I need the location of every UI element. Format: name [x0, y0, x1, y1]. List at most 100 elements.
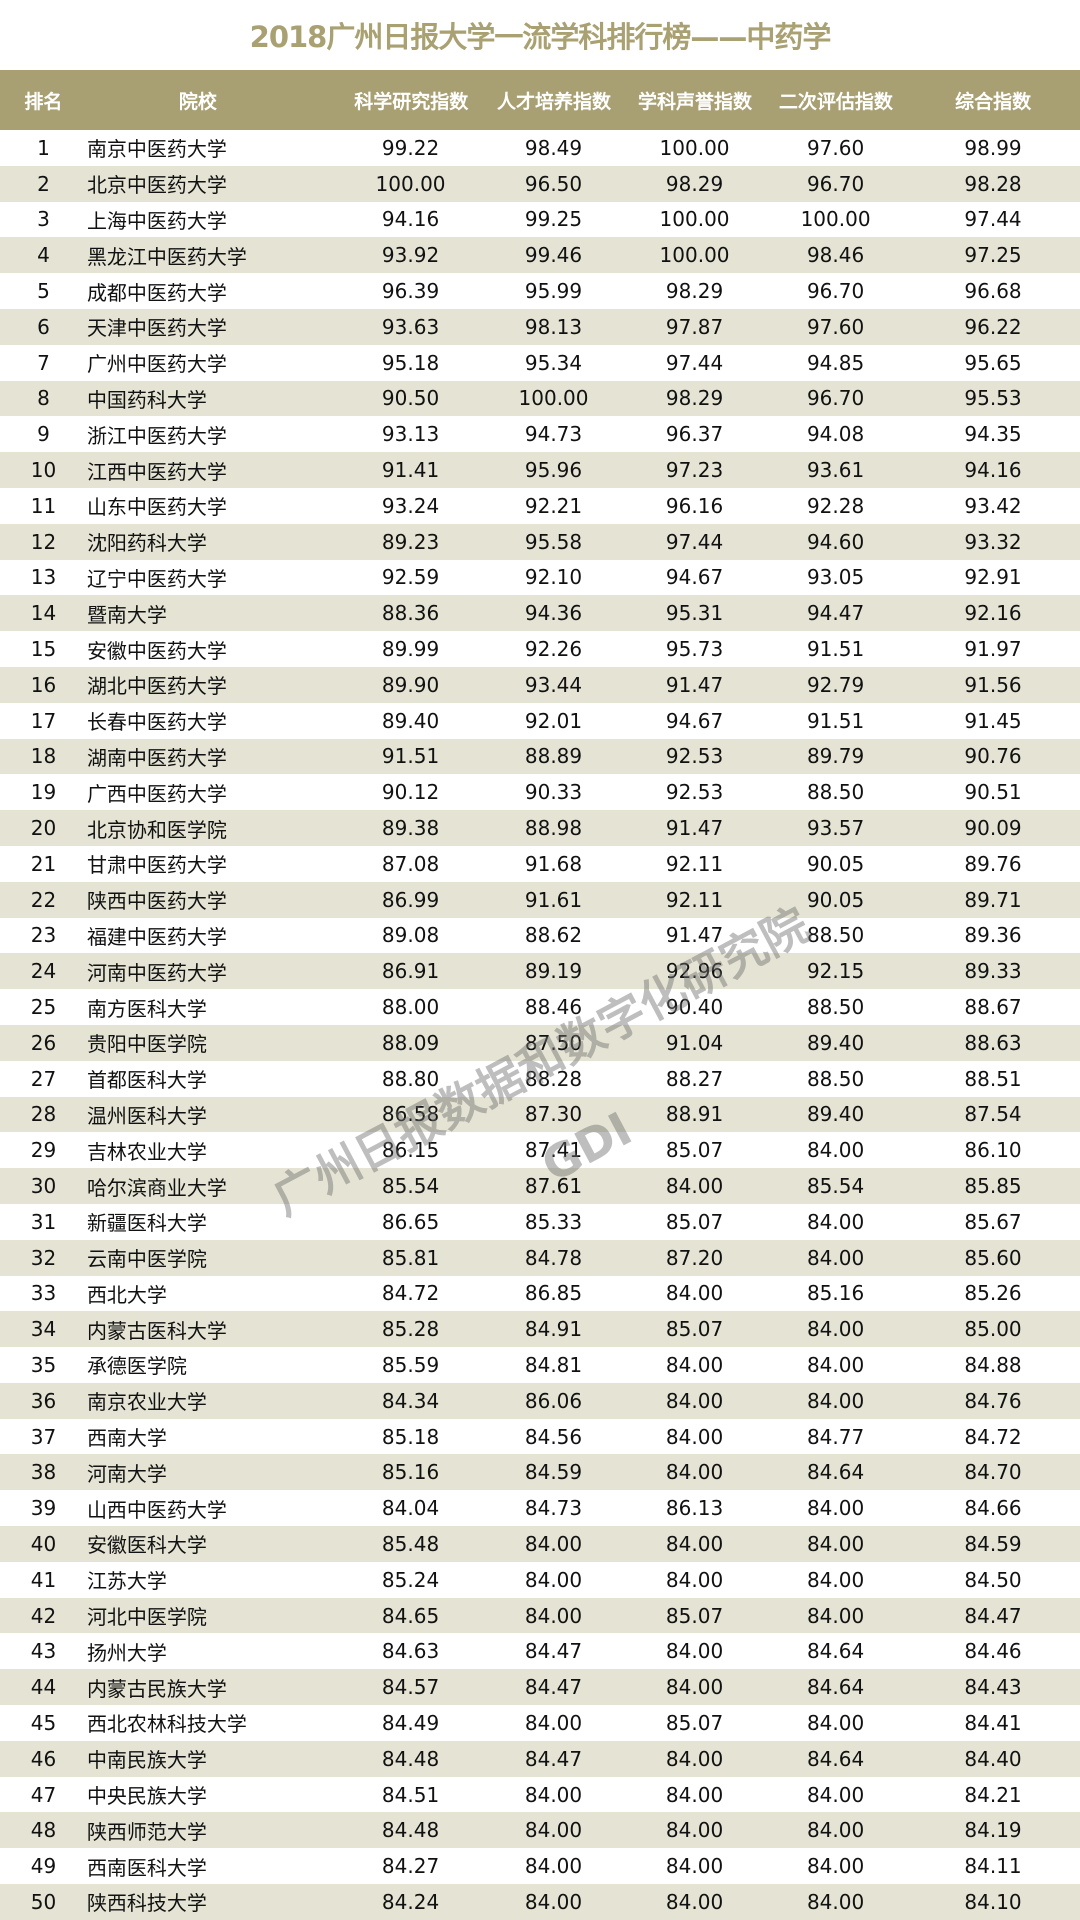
cell-school: 云南中医学院: [86, 1247, 207, 1272]
cell-talent-index: 87.30: [524, 1102, 583, 1127]
table-row: 30 哈尔滨商业大学 85.54 87.61 84.00 85.54 85.85: [0, 1168, 1080, 1204]
cell-talent-index: 84.00: [524, 1782, 583, 1807]
cell-school: 河南大学: [86, 1461, 167, 1486]
table-row: 12 沈阳药科大学 89.23 95.58 97.44 94.60 93.32: [0, 523, 1080, 560]
table-row: 18 湖南中医药大学 91.51 88.89 92.53 89.79 90.76: [0, 738, 1080, 775]
cell-reputation-index: 100.00: [659, 207, 730, 232]
cell-research-index: 85.59: [381, 1352, 440, 1377]
header-overall-index: 综合指数: [955, 90, 1032, 113]
cell-talent-index: 84.47: [524, 1675, 583, 1700]
cell-evaluation-index: 84.00: [806, 1854, 865, 1879]
cell-rank: 38: [30, 1460, 57, 1485]
cell-reputation-index: 96.37: [665, 422, 724, 447]
cell-research-index: 89.08: [381, 923, 440, 948]
cell-rank: 20: [30, 816, 57, 841]
cell-talent-index: 98.13: [524, 314, 583, 339]
cell-school: 西南大学: [86, 1426, 167, 1451]
cell-overall-index: 95.65: [964, 350, 1022, 375]
cell-evaluation-index: 84.00: [806, 1352, 865, 1377]
cell-talent-index: 89.19: [524, 959, 583, 984]
cell-reputation-index: 84.00: [665, 1639, 724, 1664]
cell-evaluation-index: 84.00: [806, 1245, 865, 1270]
cell-evaluation-index: 84.00: [806, 1209, 865, 1234]
cell-school: 江西中医药大学: [86, 459, 227, 484]
cell-talent-index: 100.00: [518, 386, 589, 411]
cell-school: 浙江中医药大学: [86, 423, 227, 448]
cell-school: 甘肃中医药大学: [86, 853, 227, 878]
cell-school: 广州中医药大学: [86, 352, 227, 377]
cell-research-index: 93.13: [381, 422, 440, 447]
cell-school: 江苏大学: [86, 1569, 167, 1594]
cell-reputation-index: 84.00: [665, 1281, 724, 1306]
cell-evaluation-index: 96.70: [806, 171, 865, 196]
cell-talent-index: 90.33: [524, 780, 583, 805]
cell-rank: 43: [30, 1639, 57, 1664]
cell-overall-index: 90.09: [964, 816, 1022, 841]
cell-reputation-index: 95.73: [665, 637, 724, 662]
cell-talent-index: 88.28: [524, 1066, 583, 1091]
cell-rank: 15: [30, 637, 57, 662]
cell-evaluation-index: 96.70: [806, 279, 865, 304]
cell-overall-index: 98.28: [964, 171, 1022, 196]
cell-reputation-index: 98.29: [665, 386, 724, 411]
cell-rank: 6: [37, 314, 50, 339]
cell-overall-index: 84.11: [964, 1854, 1022, 1879]
table-row: 32 云南中医学院 85.81 84.78 87.20 84.00 85.60: [0, 1239, 1080, 1276]
table-row: 25 南方医科大学 88.00 88.46 90.40 88.50 88.67: [0, 989, 1080, 1025]
cell-school: 安徽中医药大学: [86, 638, 227, 663]
cell-reputation-index: 98.29: [665, 171, 724, 196]
cell-overall-index: 93.32: [964, 529, 1022, 554]
cell-research-index: 85.28: [381, 1317, 440, 1342]
cell-overall-index: 96.68: [964, 279, 1022, 304]
cell-research-index: 86.99: [381, 887, 440, 912]
cell-school: 北京协和医学院: [86, 817, 227, 842]
cell-research-index: 100.00: [375, 171, 446, 196]
cell-research-index: 84.51: [381, 1782, 440, 1807]
cell-rank: 4: [37, 243, 50, 268]
cell-evaluation-index: 84.00: [806, 1138, 865, 1163]
cell-rank: 50: [30, 1889, 57, 1914]
cell-overall-index: 85.00: [964, 1317, 1022, 1342]
cell-research-index: 89.40: [381, 708, 440, 733]
cell-school: 上海中医药大学: [86, 208, 227, 233]
cell-reputation-index: 100.00: [659, 243, 730, 268]
cell-research-index: 84.48: [381, 1746, 440, 1771]
cell-evaluation-index: 89.40: [806, 1102, 865, 1127]
table-row: 6 天津中医药大学 93.63 98.13 97.87 97.60 96.22: [0, 308, 1080, 345]
cell-school: 陕西师范大学: [86, 1819, 207, 1844]
cell-overall-index: 84.19: [964, 1818, 1022, 1843]
cell-research-index: 99.22: [381, 135, 440, 160]
cell-rank: 40: [30, 1531, 57, 1556]
table-row: 7 广州中医药大学 95.18 95.34 97.44 94.85 95.65: [0, 345, 1080, 381]
cell-rank: 17: [30, 708, 57, 733]
cell-talent-index: 92.10: [524, 565, 583, 590]
cell-research-index: 96.39: [381, 279, 440, 304]
cell-talent-index: 87.61: [524, 1174, 583, 1198]
cell-talent-index: 84.00: [524, 1818, 583, 1843]
cell-school: 河南中医药大学: [86, 960, 227, 985]
cell-research-index: 84.34: [381, 1388, 440, 1413]
cell-research-index: 89.38: [381, 816, 440, 841]
cell-rank: 48: [30, 1818, 57, 1843]
cell-overall-index: 84.41: [964, 1710, 1022, 1735]
cell-reputation-index: 88.27: [665, 1066, 724, 1091]
cell-talent-index: 84.00: [524, 1854, 583, 1879]
cell-evaluation-index: 93.61: [806, 458, 865, 483]
cell-evaluation-index: 84.00: [806, 1496, 865, 1521]
cell-research-index: 93.63: [381, 314, 440, 339]
table-row: 13 辽宁中医药大学 92.59 92.10 94.67 93.05 92.91: [0, 560, 1080, 596]
cell-research-index: 91.51: [381, 744, 440, 769]
cell-talent-index: 92.01: [524, 708, 583, 733]
cell-school: 福建中医药大学: [86, 924, 227, 949]
cell-talent-index: 98.49: [524, 135, 583, 160]
cell-talent-index: 92.21: [524, 493, 583, 518]
cell-overall-index: 89.71: [964, 887, 1022, 912]
cell-research-index: 85.16: [381, 1460, 440, 1485]
cell-research-index: 85.54: [381, 1174, 440, 1198]
cell-overall-index: 91.56: [964, 672, 1022, 697]
table-row: 22 陕西中医药大学 86.99 91.61 92.11 90.05 89.71: [0, 881, 1080, 918]
cell-school: 哈尔滨商业大学: [86, 1175, 227, 1200]
table-row: 40 安徽医科大学 85.48 84.00 84.00 84.00 84.59: [0, 1526, 1080, 1562]
cell-overall-index: 84.72: [964, 1424, 1022, 1449]
cell-reputation-index: 88.91: [665, 1102, 724, 1127]
